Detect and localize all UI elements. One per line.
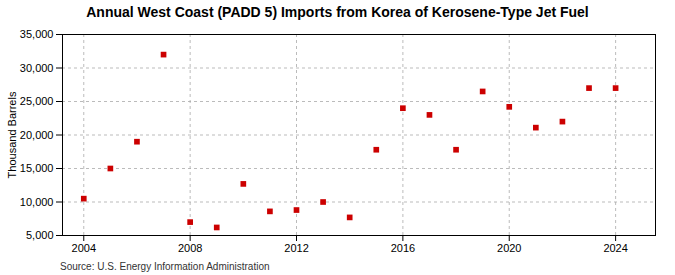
svg-text:5,000: 5,000 (26, 229, 54, 241)
html-text:Source: U.S. Energy Informatio: Source: U.S. Energy Information Administ… (60, 261, 270, 272)
svg-text:Thousand Barrels: Thousand Barrels (6, 91, 18, 178)
svg-text:35,000: 35,000 (20, 28, 54, 40)
svg-text:2012: 2012 (284, 242, 308, 254)
html-text:Annual West Coast (PADD 5) Imp: Annual West Coast (PADD 5) Imports from … (86, 4, 589, 20)
svg-text:25,000: 25,000 (20, 95, 54, 107)
svg-text:2004: 2004 (72, 242, 96, 254)
svg-text:20,000: 20,000 (20, 129, 54, 141)
svg-text:2016: 2016 (391, 242, 415, 254)
svg-text:15,000: 15,000 (20, 162, 54, 174)
svg-text:10,000: 10,000 (20, 196, 54, 208)
svg-text:30,000: 30,000 (20, 62, 54, 74)
svg-text:2024: 2024 (603, 242, 627, 254)
svg-text:2008: 2008 (178, 242, 202, 254)
svg-text:2020: 2020 (497, 242, 521, 254)
